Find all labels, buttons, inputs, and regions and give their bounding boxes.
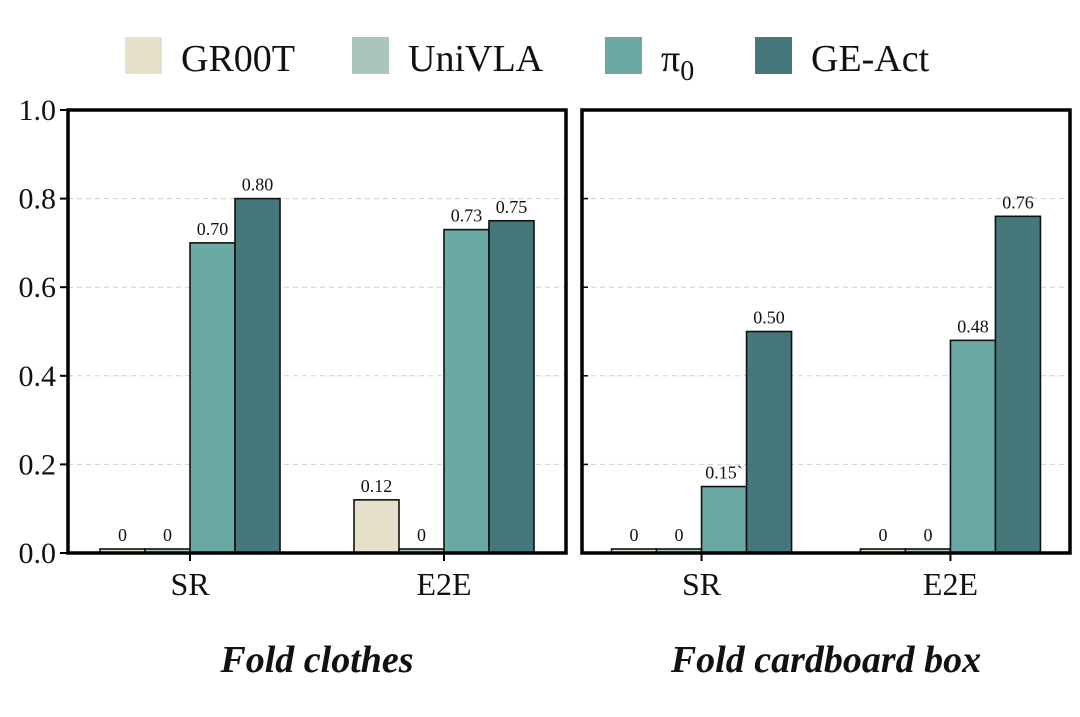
- bar-value-label: 0.73: [451, 206, 483, 226]
- bar-value-label: 0.12: [361, 476, 393, 496]
- bar-value-label: 0: [630, 525, 639, 545]
- panel-1: 0 0 0.15` 0.50 SR 0 0 0.48 0.76 E2E Fold cardboard…: [580, 108, 1072, 681]
- panel-0: 0 0 0.70 0.80 SR 0.12 0 0.73 0.75 E2E Fold clothes: [66, 108, 568, 681]
- bar-value-label: 0.75: [496, 197, 528, 217]
- panel-frame: [66, 108, 568, 555]
- bar-value-label: 0: [878, 525, 887, 545]
- x-tick-label: E2E: [923, 566, 978, 602]
- bar-value-label: 0: [417, 525, 426, 545]
- legend-subscript: 0: [680, 56, 694, 87]
- y-tick-label: 1.0: [19, 94, 57, 127]
- bar-value-label: 0: [923, 525, 932, 545]
- legend-swatch: [755, 37, 792, 74]
- y-tick-label: 0.6: [19, 271, 57, 304]
- bar---sr: [700, 485, 748, 554]
- bar-value-label: 0.80: [242, 175, 274, 195]
- legend-label: UniVLA: [408, 38, 544, 80]
- bar---e2e: [949, 339, 997, 554]
- bar-ge-act-sr: [745, 330, 793, 554]
- legend-swatch: [352, 37, 389, 74]
- legend-label: π0: [661, 38, 694, 87]
- panel-frame: [580, 108, 1072, 555]
- bar-value-label: 0.15`: [705, 463, 743, 483]
- panel-title: Fold cardboard box: [670, 639, 981, 681]
- bar-value-label: 0: [675, 525, 684, 545]
- bar-value-label: 0.76: [1002, 192, 1034, 212]
- bar---e2e: [443, 228, 490, 554]
- legend-item-1: UniVLA: [352, 37, 544, 80]
- bar-value-label: 0: [118, 525, 127, 545]
- bar-ge-act-e2e: [488, 219, 535, 554]
- y-axis: 0.0 0.2 0.4 0.6 0.8 1.0: [19, 94, 68, 570]
- y-tick-label: 0.2: [19, 448, 57, 481]
- legend-item-2: π0: [605, 37, 694, 87]
- panel-title: Fold clothes: [219, 639, 413, 681]
- legend: GR00T UniVLA π0 GE-Act: [125, 37, 930, 87]
- panels: 0 0 0.70 0.80 SR 0.12 0 0.73 0.75 E2E Fold clothes…: [66, 108, 1072, 681]
- bar-gr00t-e2e: [353, 499, 400, 554]
- bar-value-label: 0.50: [753, 308, 785, 328]
- legend-item-0: GR00T: [125, 37, 295, 80]
- bar---sr: [189, 242, 236, 554]
- bar-value-label: 0.48: [957, 316, 989, 336]
- x-tick-label: SR: [170, 566, 210, 602]
- bar-value-label: 0: [163, 525, 172, 545]
- legend-label: GE-Act: [811, 38, 930, 80]
- bar-ge-act-sr: [234, 197, 281, 554]
- bar-ge-act-e2e: [994, 215, 1042, 554]
- y-tick-label: 0.4: [19, 360, 57, 393]
- legend-label: GR00T: [181, 38, 295, 80]
- y-tick-label: 0.8: [19, 183, 57, 216]
- x-tick-label: SR: [682, 566, 722, 602]
- bar-value-label: 0.70: [197, 219, 229, 239]
- legend-swatch: [125, 37, 162, 74]
- y-tick-label: 0.0: [19, 537, 57, 570]
- legend-swatch: [605, 37, 642, 74]
- x-tick-label: E2E: [416, 566, 471, 602]
- legend-item-3: GE-Act: [755, 37, 930, 80]
